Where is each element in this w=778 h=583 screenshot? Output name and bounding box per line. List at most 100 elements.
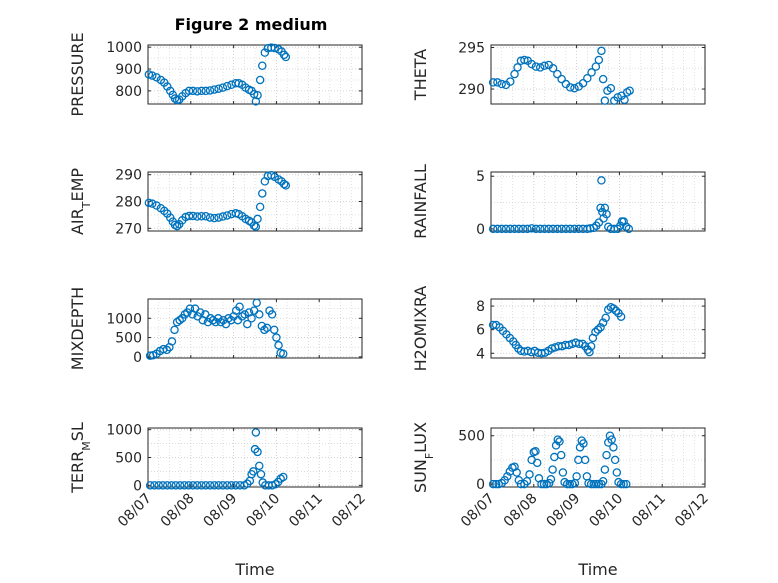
data-point: [188, 86, 198, 96]
data-point: [560, 477, 569, 487]
data-point: [548, 224, 558, 234]
data-point: [544, 478, 554, 488]
data-point: [281, 181, 291, 190]
y-tick-label: 500: [458, 429, 485, 445]
y-tick-label: 280: [115, 195, 142, 211]
data-point: [252, 298, 261, 308]
x-tick-label: 08/12: [329, 491, 369, 531]
data-point: [148, 71, 157, 80]
data-point: [170, 94, 180, 103]
data-point: [531, 224, 541, 234]
data-point: [167, 481, 176, 490]
data-point: [255, 461, 264, 471]
data-point: [616, 312, 626, 321]
data-point: [158, 481, 168, 490]
data-point: [256, 469, 266, 479]
data-point: [201, 211, 211, 221]
data-point: [180, 481, 189, 490]
x-tick-label: 08/11: [286, 491, 326, 531]
data-point: [612, 468, 622, 477]
data-point: [556, 450, 566, 460]
data-point: [175, 315, 184, 325]
data-point: [240, 310, 249, 319]
data-point: [592, 479, 601, 489]
data-point: [214, 84, 223, 93]
x-tick-label: 08/12: [672, 491, 712, 531]
data-point: [271, 479, 280, 489]
x-tick-label: 08/10: [243, 491, 283, 531]
subplot-pressure: 800 900 1000 PRESSURE: [68, 32, 363, 117]
y-tick-label: 290: [115, 168, 142, 184]
axes-box: [490, 298, 706, 359]
data-point: [488, 78, 498, 87]
y-tick-label: 290: [458, 82, 485, 98]
data-point: [216, 317, 226, 327]
data-point: [621, 222, 631, 232]
y-axis-label: THETA: [411, 49, 430, 101]
subplot-air-temp: 270 280 290 AIRTEMP: [68, 168, 363, 237]
subplot-mixdepth: 0 500 1000 MIXDEPTH: [68, 287, 363, 370]
data-point: [548, 465, 557, 474]
data-point: [518, 224, 528, 234]
data-point: [214, 481, 223, 490]
data-point: [596, 323, 605, 332]
data-point: [548, 64, 558, 73]
data-point: [535, 63, 545, 72]
y-tick-label: 6: [476, 323, 485, 339]
data-point: [587, 68, 596, 77]
subplot-sun-flux: 0 500 08/07 08/08 08/09 08/10 08/11 08/12 Time SU…: [411, 422, 712, 579]
data-point: [222, 211, 232, 220]
x-axis-label: Time: [577, 560, 617, 579]
data-point: [598, 74, 608, 84]
subplot-terr-msl: 0 500 1000 08/07 08/08 08/09 08/10 08/11 08/12 Ti…: [68, 422, 369, 579]
data-point: [606, 83, 616, 93]
y-tick-label: 0: [476, 222, 485, 238]
x-tick-label: 08/07: [458, 491, 498, 531]
y-axis-label: TERRMSL: [68, 422, 93, 494]
data-point: [270, 43, 279, 53]
data-point: [557, 224, 566, 234]
data-point: [272, 333, 281, 342]
data-point: [175, 481, 185, 490]
data-point: [574, 224, 583, 234]
data-point: [531, 62, 541, 71]
subplot-rainfall: 0 5 RAINFALL: [411, 164, 706, 239]
data-point: [210, 85, 219, 94]
data-point: [510, 224, 519, 234]
data-point: [520, 55, 529, 65]
data-point: [624, 224, 634, 234]
data-point: [503, 472, 512, 481]
data-point: [184, 481, 193, 490]
data-point: [192, 481, 202, 490]
y-tick-label: 800: [115, 84, 142, 100]
data-point: [609, 304, 618, 313]
x-tick-label: 08/11: [629, 491, 669, 531]
data-point: [610, 455, 620, 465]
data-point: [553, 435, 563, 444]
subplot-h2omixra: 4 6 8 H2OMIXRA: [411, 286, 706, 371]
data-point: [497, 79, 506, 89]
x-tick-label: 08/08: [158, 491, 198, 531]
subplot-theta: 290 295 THETA: [411, 40, 706, 105]
data-point: [565, 224, 575, 234]
data-point: [585, 347, 594, 357]
data-point: [172, 221, 182, 231]
y-tick-label: 0: [476, 477, 485, 493]
y-axis-label: RAINFALL: [411, 164, 430, 239]
y-tick-label: 1000: [106, 423, 142, 439]
data-point: [604, 305, 613, 314]
data-point: [488, 224, 498, 234]
data-point: [222, 81, 232, 91]
data-point: [596, 203, 605, 213]
data-point: [231, 481, 240, 490]
data-point: [527, 224, 536, 233]
data-point: [591, 327, 600, 337]
data-point: [605, 431, 615, 440]
data-point: [565, 479, 575, 489]
data-point: [258, 61, 267, 71]
data-point: [201, 86, 211, 96]
data-point: [591, 62, 601, 71]
data-point: [586, 341, 596, 351]
data-point: [197, 481, 206, 490]
data-point: [255, 202, 265, 212]
